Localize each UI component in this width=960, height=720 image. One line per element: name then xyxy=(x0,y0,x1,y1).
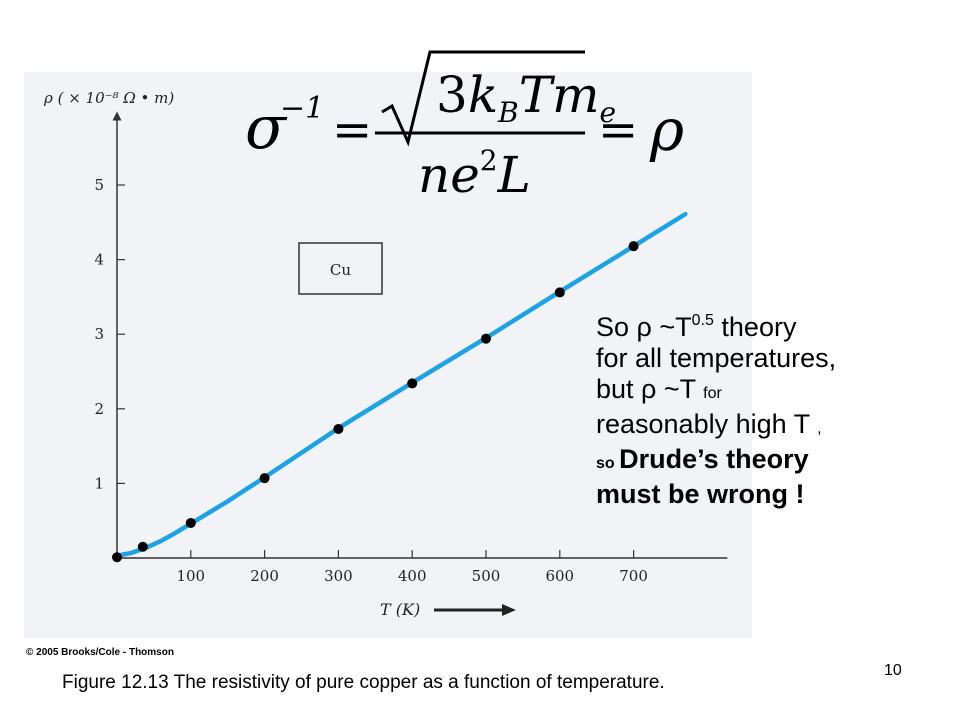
commentary-line-1b: theory xyxy=(713,312,797,342)
commentary-line-1: So ρ ~T0.5 theory xyxy=(596,312,956,343)
copyright-notice: © 2005 Brooks/Cole - Thomson xyxy=(26,647,174,658)
data-point xyxy=(333,423,344,434)
x-tick-label: 100 xyxy=(176,567,205,585)
commentary-exponent: 0.5 xyxy=(691,312,714,329)
data-point xyxy=(554,287,565,298)
x-tick-label: 300 xyxy=(324,567,353,585)
formula-T: T xyxy=(519,66,556,124)
formula-equals-1: = xyxy=(332,102,372,158)
formula-m-sub: e xyxy=(599,96,616,129)
formula-m: m xyxy=(552,66,599,124)
commentary-line-5-bold: Drude’s theory xyxy=(619,444,809,474)
sqrt-sign-icon xyxy=(381,50,585,147)
x-tick-label: 400 xyxy=(398,567,427,585)
data-point xyxy=(628,241,639,252)
formula-exponent: −1 xyxy=(280,91,324,126)
data-point xyxy=(137,541,148,552)
resistivity-curve xyxy=(114,211,688,559)
x-axis-label: T (K) xyxy=(380,600,420,619)
x-tick-label: 700 xyxy=(619,567,648,585)
commentary-line-3a: but ρ ~T xyxy=(596,374,704,404)
commentary-line-1a: So ρ ~T xyxy=(596,312,692,342)
y-tick-label: 3 xyxy=(94,325,104,343)
x-tick-label: 200 xyxy=(250,567,279,585)
y-axis-label: ρ ( × 10⁻⁸ Ω • m) xyxy=(43,89,174,107)
plot-panel: 100 200 300 400 500 600 700 1 2 3 4 5 Cu ρ ( × 10⁻⁸… xyxy=(24,72,752,638)
commentary-line-2: for all temperatures, xyxy=(596,343,837,373)
cu-label-box xyxy=(298,242,383,295)
commentary-text: So ρ ~T0.5 theory for all temperatures, … xyxy=(596,312,956,510)
y-tick-label: 5 xyxy=(94,176,104,194)
formula-numerator: 3kBTme xyxy=(436,66,616,129)
formula-e-sup: 2 xyxy=(480,144,498,177)
commentary-line-6: must be wrong ! xyxy=(596,479,805,509)
commentary-line-4-small: , xyxy=(817,420,822,437)
x-axis-arrowhead-icon xyxy=(502,604,516,616)
drude-formula: σ −1 = 3kBTme ne2L = ρ xyxy=(245,50,684,200)
formula-denominator: ne2L xyxy=(418,144,531,200)
y-tick-label: 1 xyxy=(94,474,104,492)
data-point xyxy=(185,517,196,528)
commentary-line-3-small: for xyxy=(703,385,722,402)
formula-L: L xyxy=(497,146,531,200)
data-point xyxy=(112,552,122,563)
figure-caption: Figure 12.13 The resistivity of pure cop… xyxy=(62,672,665,693)
x-tick-label: 500 xyxy=(472,567,501,585)
formula-sigma: σ xyxy=(245,93,288,163)
data-point xyxy=(259,473,270,484)
commentary-line-4: reasonably high T , xyxy=(596,409,956,444)
slide-number: 10 xyxy=(884,662,902,679)
y-tick-label: 2 xyxy=(94,400,104,418)
commentary-line-5-small: so xyxy=(596,455,620,472)
formula-k: k xyxy=(468,66,498,124)
data-point xyxy=(481,333,491,344)
formula-e: e xyxy=(450,146,480,200)
formula-equals-2: = xyxy=(598,102,638,158)
formula-const: 3 xyxy=(436,66,468,124)
formula-k-sub: B xyxy=(497,96,519,129)
formula-rho: ρ xyxy=(649,96,684,164)
commentary-line-5: so Drude’s theory xyxy=(596,444,956,479)
x-tick-label: 600 xyxy=(545,567,574,585)
cu-label: Cu xyxy=(330,261,351,279)
commentary-line-3: but ρ ~T for xyxy=(596,374,956,409)
data-point xyxy=(407,378,418,389)
y-tick-label: 4 xyxy=(94,251,104,269)
commentary-line-4a: reasonably high T xyxy=(596,409,818,439)
resistivity-chart: 100 200 300 400 500 600 700 1 2 3 4 5 Cu ρ ( × 10⁻⁸… xyxy=(43,89,728,619)
formula-n: n xyxy=(418,146,450,200)
